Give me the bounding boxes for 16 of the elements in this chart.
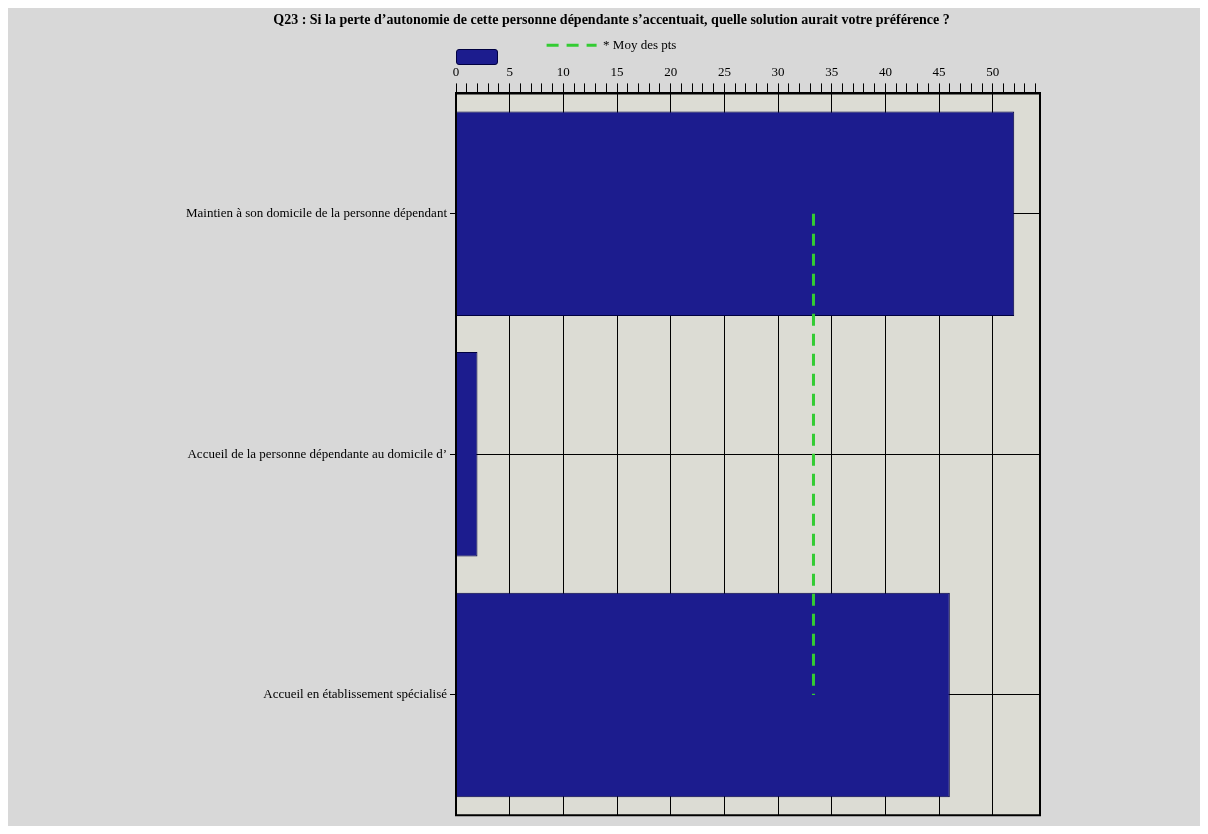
x-tick-label: 15 [610,64,624,80]
y-tick-label: Accueil en établissement spécialisé [263,686,448,702]
x-tick-label: 20 [664,64,678,80]
x-tick-label: 0 [452,64,460,80]
x-tick-label: 45 [932,64,946,80]
x-tick-label: 25 [717,64,731,80]
x-tick-label: 35 [825,64,839,80]
y-tick-label: Accueil de la personne dépendante au domicile d’ [187,445,447,461]
x-tick-label: 50 [986,64,1000,80]
legend-label: * Moy des pts [603,36,677,52]
x-tick-label: 40 [878,64,892,80]
x-tick-label: 10 [556,64,570,80]
x-tick-label: 30 [771,64,785,80]
y-tick-label: Maintien à son domicile de la personne dépendant [185,205,448,221]
x-tick-label: 5 [506,64,513,80]
chart-title: Q23 : Si la perte d’autonomie de cette personne dépendante s’accentuait, quelle solution aurait votre préférence ? [273,12,950,28]
